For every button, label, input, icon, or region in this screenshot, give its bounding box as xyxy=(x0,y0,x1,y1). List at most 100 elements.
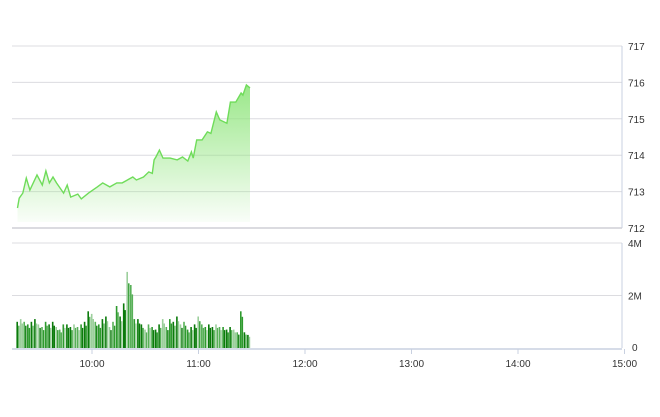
axes: 712 713 714 715 716 717 0 2M 4M 10:00 11:00 12:00 13… xyxy=(12,42,645,370)
volume-bar xyxy=(106,321,109,348)
price-tick-label: 717 xyxy=(628,42,645,53)
volume-bar xyxy=(190,327,192,348)
volume-bar xyxy=(126,271,128,348)
volume-bar xyxy=(201,324,203,348)
volume-bar xyxy=(90,313,93,348)
volume-bar xyxy=(179,324,182,348)
volume-bar xyxy=(137,319,139,348)
volume-bar xyxy=(89,316,91,348)
volume-bar xyxy=(236,332,238,349)
volume-bar xyxy=(188,332,190,348)
volume-bar xyxy=(73,324,75,348)
volume-bar xyxy=(92,319,94,348)
volume-bar xyxy=(62,324,65,348)
volume-bar xyxy=(130,285,132,348)
volume-bar xyxy=(147,324,150,348)
volume-bar xyxy=(142,327,144,348)
volume-bar xyxy=(197,316,199,348)
price-tick-label: 712 xyxy=(628,224,645,235)
volume-bar xyxy=(64,327,66,348)
volume-bar xyxy=(32,325,34,348)
volume-bar xyxy=(241,316,244,348)
volume-bar xyxy=(227,332,229,348)
volume-tick-label: 0 xyxy=(632,343,638,354)
volume-bar xyxy=(74,327,77,348)
volume-bar xyxy=(34,319,36,348)
volume-bar xyxy=(216,327,219,348)
volume-bar xyxy=(57,330,59,348)
volume-bar xyxy=(117,312,119,348)
volume-bar xyxy=(19,319,22,348)
volume-bar xyxy=(186,329,189,348)
volume-bar xyxy=(163,323,165,348)
volume-bar xyxy=(18,325,20,348)
volume-bar xyxy=(160,327,162,348)
volume-tick-label: 4M xyxy=(628,239,642,250)
volume-tick-label: 2M xyxy=(628,292,642,303)
volume-bar xyxy=(156,332,158,348)
volume-bar xyxy=(177,321,180,348)
volume-bar xyxy=(140,324,143,348)
volume-bar xyxy=(55,327,57,348)
volume-bar xyxy=(21,323,23,348)
volume-bar xyxy=(94,321,97,349)
volume-bar xyxy=(30,321,33,349)
volume-grid xyxy=(12,242,622,296)
volume-bar xyxy=(81,327,84,348)
volume-bar xyxy=(48,324,50,348)
volume-bar xyxy=(209,327,212,348)
volume-bar xyxy=(133,319,136,348)
volume-bar xyxy=(128,283,130,348)
volume-bar xyxy=(122,303,125,348)
volume-bar xyxy=(115,306,118,348)
price-tick-label: 716 xyxy=(628,78,645,89)
volume-bar xyxy=(108,327,111,348)
volume-bar xyxy=(199,321,201,348)
volume-bar xyxy=(42,330,45,348)
volume-bar xyxy=(105,316,107,348)
volume-bar xyxy=(58,329,61,348)
volume-bar xyxy=(206,330,208,348)
volume-bar xyxy=(222,327,224,348)
volume-bar xyxy=(183,321,185,349)
volume-bar xyxy=(220,330,222,348)
volume-bar xyxy=(215,324,217,348)
volume-bar xyxy=(101,319,104,348)
volume-bar xyxy=(44,321,47,349)
volume-bar xyxy=(110,330,112,348)
volume-bar xyxy=(174,325,176,348)
volume-bar xyxy=(161,319,164,348)
volume-bar xyxy=(158,324,160,348)
price-line xyxy=(16,83,251,209)
volume-bar xyxy=(172,321,175,349)
volume-bar xyxy=(28,327,31,348)
volume-bar xyxy=(119,316,121,348)
volume-bar xyxy=(170,323,173,348)
volume-bar xyxy=(71,330,73,348)
volume-bar xyxy=(87,311,89,349)
volume-bar xyxy=(202,327,205,348)
volume-bar xyxy=(225,329,228,348)
time-tick-label: 10:00 xyxy=(79,359,104,370)
time-tick-label: 14:00 xyxy=(505,359,530,370)
volume-bar xyxy=(154,329,157,348)
volume-bar xyxy=(176,316,178,348)
volume-bar xyxy=(243,332,246,349)
volume-bar xyxy=(152,330,155,348)
volume-bar xyxy=(223,330,226,348)
volume-bar xyxy=(50,327,52,348)
volume-bar xyxy=(231,330,233,348)
volume-bar xyxy=(98,324,100,348)
volume-bar xyxy=(66,324,68,348)
volume-bar xyxy=(213,330,215,348)
volume-bar xyxy=(69,327,72,348)
volume-bar xyxy=(238,334,240,348)
volume-bar xyxy=(27,324,29,348)
volume-bar xyxy=(76,327,79,348)
volume-bar xyxy=(113,325,116,348)
volume-bar xyxy=(247,334,249,348)
volume-bar xyxy=(165,327,168,348)
volume-bar xyxy=(51,321,54,349)
volume-bar xyxy=(145,332,148,348)
volume-bar xyxy=(78,330,80,348)
